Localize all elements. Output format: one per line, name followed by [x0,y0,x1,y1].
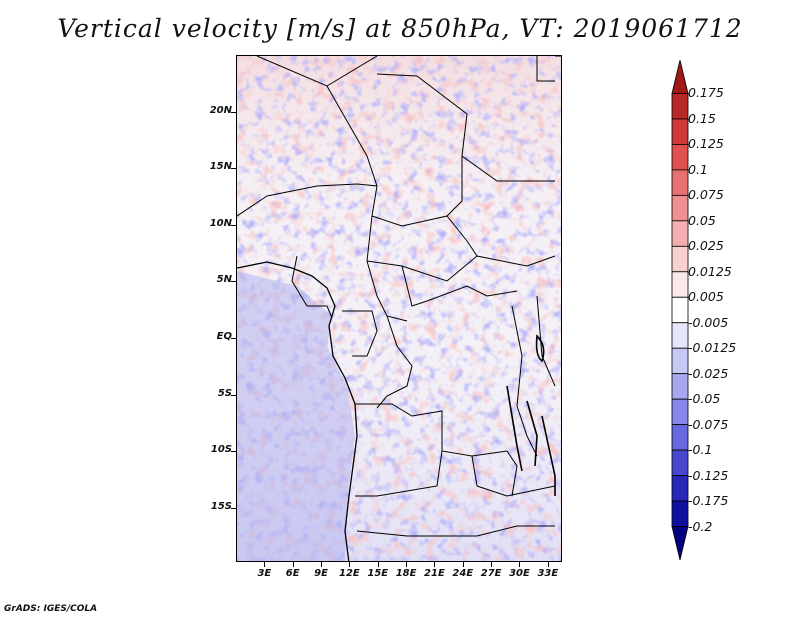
latitude-label: 10N [209,217,232,229]
colorbar-bin [671,322,689,349]
map-panel [236,55,562,562]
colorbar-label: 0.15 [688,110,716,126]
colorbar-label: -0.075 [688,416,729,432]
colorbar-label: -0.2 [688,518,713,534]
colorbar-label: -0.025 [688,365,729,381]
latitude-label: 5S [217,387,232,399]
latitude-tick [231,451,236,452]
longitude-label: 33E [537,568,559,579]
colorbar [671,60,689,560]
colorbar-bin [671,245,689,273]
longitude-label: 18E [395,568,417,579]
longitude-tick [264,562,265,567]
latitude-label: EQ [216,330,232,342]
colorbar-label: -0.175 [688,493,729,509]
colorbar-bin [671,500,689,527]
longitude-tick [491,562,492,567]
latitude-label: 5N [216,274,232,286]
longitude-label: 12E [339,568,360,579]
longitude-label: 30E [509,568,530,579]
longitude-label: 27E [480,568,502,579]
latitude-label: 10S [210,444,232,456]
country-borders [237,56,561,537]
colorbar-label: -0.05 [688,391,721,407]
colorbar-label: 0.0125 [688,263,732,279]
latitude-label: 15S [210,500,232,512]
colorbar-label: -0.0125 [688,340,737,356]
colorbar-bin [671,526,689,560]
latitude-tick [231,508,236,509]
colorbar-bin [671,424,689,451]
colorbar-bin [671,60,689,94]
colorbar-label: -0.1 [688,442,713,458]
colorbar-label: 0.175 [688,85,724,101]
longitude-tick [519,562,520,567]
colorbar-label: 0.025 [688,238,724,254]
latitude-tick [231,338,236,339]
latitude-tick [231,168,236,169]
colorbar-bin [671,118,689,145]
colorbar-label: 0.125 [688,136,724,152]
latitude-tick [231,112,236,113]
coastline [237,261,358,561]
longitude-tick [378,562,379,567]
chart-title: Vertical velocity [m/s] at 850hPa, VT: 2… [57,14,743,43]
colorbar-bin [671,398,689,426]
latitude-label: 15N [209,161,232,173]
longitude-label: 21E [424,568,445,579]
longitude-tick [434,562,435,567]
colorbar-bin [671,347,689,375]
longitude-label: 24E [452,568,474,579]
longitude-tick [463,562,464,567]
colorbar-bin [671,373,689,400]
colorbar-bin [671,475,689,502]
colorbar-bin [671,194,689,222]
credit-text: GrADS: IGES/COLA [4,604,98,614]
latitude-label: 20N [209,104,232,116]
colorbar-bin [671,271,689,298]
longitude-label: 3E [257,568,272,579]
longitude-tick [548,562,549,567]
colorbar-bin [671,449,689,476]
longitude-label: 9E [314,568,328,579]
colorbar-bin [671,144,689,171]
colorbar-bin [671,169,689,196]
latitude-tick [231,225,236,226]
colorbar-label: 0.075 [688,187,724,203]
longitude-tick [293,562,294,567]
ocean-region [237,271,355,561]
latitude-tick [231,395,236,396]
longitude-tick [406,562,407,567]
longitude-tick [349,562,350,567]
colorbar-label: -0.125 [688,467,729,483]
lakes [506,334,556,496]
colorbar-label: 0.1 [688,161,708,177]
colorbar-bin [671,220,689,247]
longitude-label: 15E [367,568,389,579]
longitude-label: 6E [285,568,300,579]
longitude-tick [321,562,322,567]
colorbar-label: 0.005 [688,289,724,305]
colorbar-label: -0.005 [688,314,729,330]
colorbar-bin [671,296,689,324]
latitude-tick [231,281,236,282]
colorbar-bin [671,93,689,120]
colorbar-label: 0.05 [688,212,716,228]
